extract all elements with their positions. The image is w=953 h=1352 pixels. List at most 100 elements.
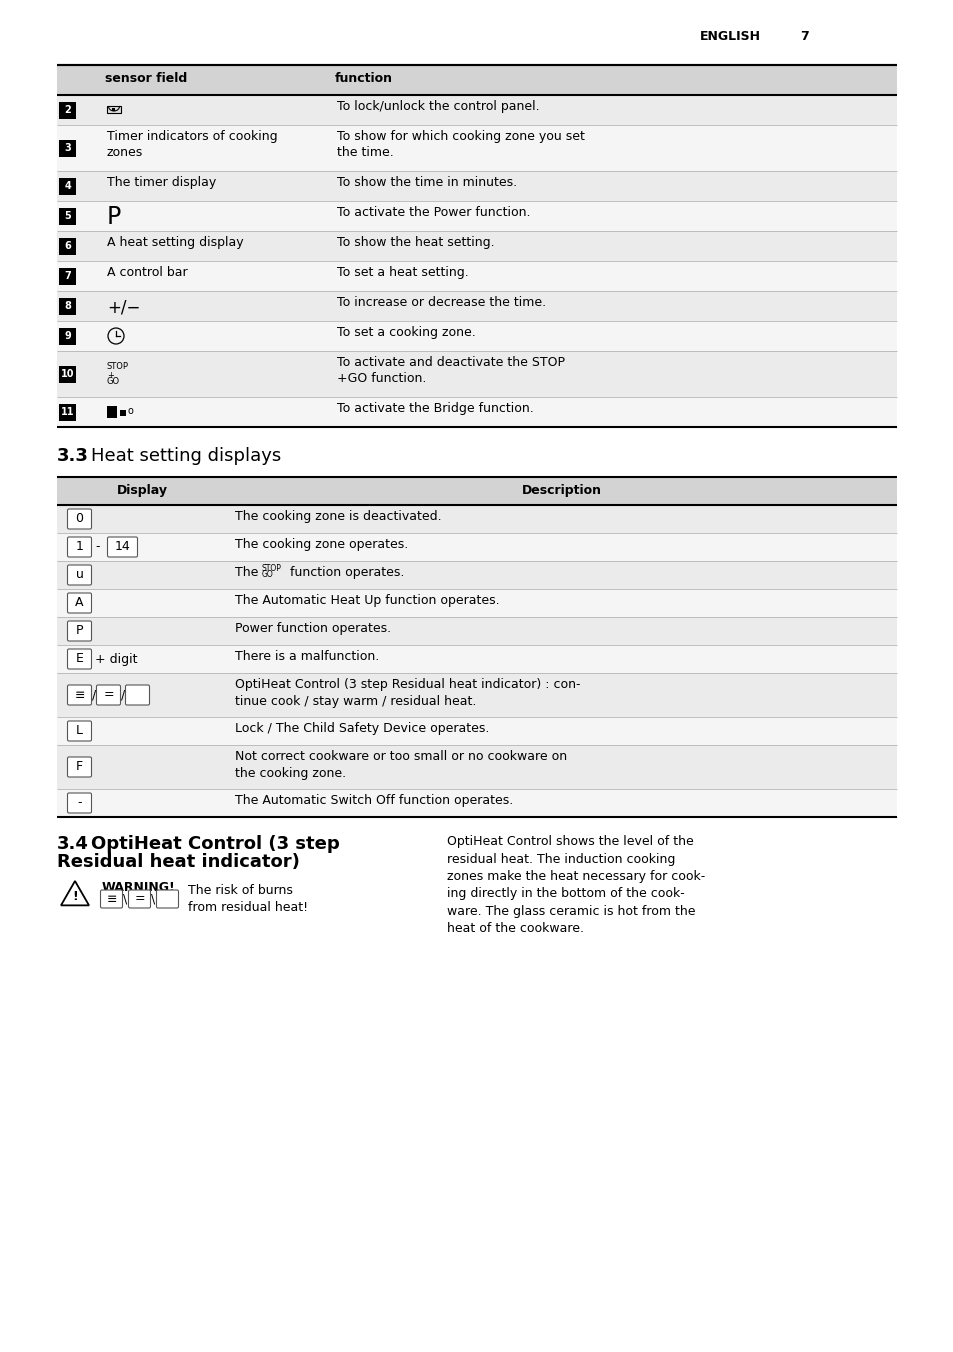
Text: OptiHeat Control shows the level of the
residual heat. The induction cooking
zon: OptiHeat Control shows the level of the … — [447, 836, 704, 936]
Text: The: The — [234, 566, 262, 579]
Text: A control bar: A control bar — [107, 266, 188, 279]
FancyBboxPatch shape — [68, 685, 91, 704]
Bar — [57, 231, 896, 261]
Text: 0: 0 — [75, 512, 84, 526]
Text: To set a cooking zone.: To set a cooking zone. — [336, 326, 476, 339]
Text: 8: 8 — [65, 301, 71, 311]
Bar — [59, 238, 76, 254]
Text: A: A — [75, 596, 84, 610]
Text: P: P — [107, 206, 121, 228]
Text: + digit: + digit — [95, 653, 137, 665]
Text: 4: 4 — [65, 181, 71, 191]
Bar — [59, 101, 76, 119]
Bar — [57, 790, 896, 817]
FancyBboxPatch shape — [68, 594, 91, 612]
Bar — [57, 645, 896, 673]
Bar — [57, 201, 896, 231]
Text: GO: GO — [262, 571, 274, 579]
Text: GO: GO — [107, 377, 120, 387]
FancyBboxPatch shape — [68, 537, 91, 557]
Text: +/−: +/− — [107, 297, 140, 316]
Text: Description: Description — [521, 484, 601, 498]
Text: STOP: STOP — [262, 564, 281, 573]
Text: The risk of burns
from residual heat!: The risk of burns from residual heat! — [188, 884, 308, 914]
Bar — [59, 207, 76, 224]
Bar — [57, 320, 896, 352]
Text: 5: 5 — [65, 211, 71, 220]
Text: !: ! — [72, 890, 78, 903]
FancyBboxPatch shape — [108, 537, 137, 557]
Text: ≡: ≡ — [74, 688, 85, 702]
Text: sensor field: sensor field — [105, 72, 187, 85]
Bar — [57, 124, 896, 170]
Text: 6: 6 — [65, 241, 71, 251]
Bar — [57, 261, 896, 291]
Text: 3: 3 — [65, 143, 71, 153]
Text: Timer indicators of cooking
zones: Timer indicators of cooking zones — [107, 130, 277, 160]
Text: \: \ — [151, 892, 155, 906]
Bar — [57, 673, 896, 717]
Text: Power function operates.: Power function operates. — [234, 622, 391, 635]
Text: E: E — [75, 653, 83, 665]
Text: Display: Display — [116, 484, 168, 498]
Bar — [57, 506, 896, 533]
Text: Heat setting displays: Heat setting displays — [91, 448, 281, 465]
Text: function operates.: function operates. — [290, 566, 404, 579]
FancyBboxPatch shape — [68, 794, 91, 813]
Text: \: \ — [123, 892, 127, 906]
Text: The Automatic Heat Up function operates.: The Automatic Heat Up function operates. — [234, 594, 499, 607]
Bar — [57, 352, 896, 397]
Bar — [59, 177, 76, 195]
FancyBboxPatch shape — [68, 721, 91, 741]
Bar — [57, 477, 896, 506]
Text: function: function — [335, 72, 393, 85]
FancyBboxPatch shape — [100, 890, 122, 909]
Bar — [59, 268, 76, 284]
Text: To show the time in minutes.: To show the time in minutes. — [336, 176, 517, 189]
Text: u: u — [75, 568, 83, 581]
Bar — [57, 717, 896, 745]
Text: 7: 7 — [800, 30, 808, 43]
Text: Residual heat indicator): Residual heat indicator) — [57, 853, 299, 871]
Text: There is a malfunction.: There is a malfunction. — [234, 650, 379, 662]
Text: 11: 11 — [61, 407, 74, 416]
Text: ≡: ≡ — [106, 892, 116, 906]
FancyBboxPatch shape — [68, 621, 91, 641]
FancyBboxPatch shape — [68, 508, 91, 529]
Bar — [57, 95, 896, 124]
Bar — [59, 297, 76, 315]
Bar — [59, 139, 76, 157]
Text: -: - — [77, 796, 82, 810]
Text: The timer display: The timer display — [107, 176, 216, 189]
Text: /: / — [91, 688, 96, 702]
Text: 2: 2 — [65, 105, 71, 115]
Text: To set a heat setting.: To set a heat setting. — [336, 266, 468, 279]
Text: =: = — [134, 892, 145, 906]
FancyBboxPatch shape — [68, 757, 91, 777]
Text: To show the heat setting.: To show the heat setting. — [336, 237, 494, 249]
Bar — [57, 561, 896, 589]
Bar — [57, 170, 896, 201]
Text: The Automatic Switch Off function operates.: The Automatic Switch Off function operat… — [234, 794, 513, 807]
Bar — [57, 617, 896, 645]
Bar — [112, 108, 115, 111]
Text: L: L — [76, 725, 83, 737]
Bar — [57, 589, 896, 617]
Text: STOP: STOP — [107, 362, 129, 370]
Text: F: F — [76, 760, 83, 773]
Polygon shape — [61, 882, 89, 906]
Text: To lock/unlock the control panel.: To lock/unlock the control panel. — [336, 100, 539, 114]
Text: -: - — [95, 541, 99, 553]
Bar — [57, 745, 896, 790]
Text: 7: 7 — [65, 270, 71, 281]
Bar — [57, 65, 896, 95]
Bar — [107, 105, 121, 114]
FancyBboxPatch shape — [96, 685, 120, 704]
Bar — [57, 397, 896, 427]
Text: OptiHeat Control (3 step: OptiHeat Control (3 step — [91, 836, 339, 853]
Text: A heat setting display: A heat setting display — [107, 237, 243, 249]
Bar — [120, 410, 126, 416]
Text: 3.3: 3.3 — [57, 448, 89, 465]
Bar — [59, 403, 76, 420]
Text: To activate and deactivate the STOP
+GO function.: To activate and deactivate the STOP +GO … — [336, 356, 564, 385]
